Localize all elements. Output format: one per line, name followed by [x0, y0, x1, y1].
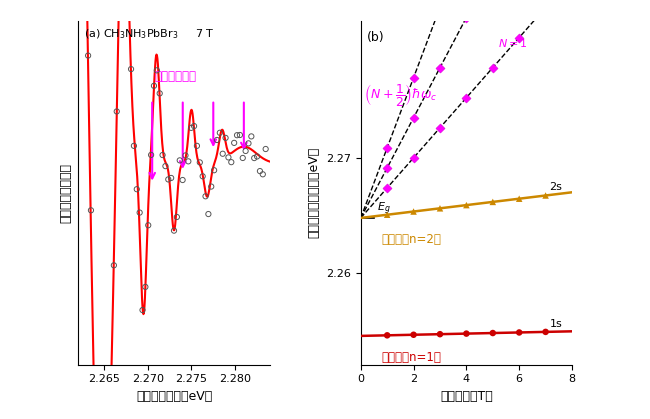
Text: 2s: 2s [549, 181, 562, 191]
Point [229, 140, 239, 146]
Point [218, 150, 228, 157]
Point [88, 379, 99, 385]
Point [109, 262, 119, 269]
Point [232, 132, 242, 139]
Point [183, 158, 194, 165]
Point [83, 52, 94, 59]
Point [235, 132, 245, 138]
Point [192, 142, 202, 149]
Point [135, 209, 145, 216]
Point [157, 152, 168, 158]
Point [146, 152, 156, 158]
Point [382, 145, 393, 151]
Point [462, 330, 472, 337]
Point [257, 171, 268, 178]
Text: ランダウ準位: ランダウ準位 [154, 70, 196, 83]
Text: $E_g$: $E_g$ [376, 201, 390, 217]
Text: (b): (b) [367, 31, 385, 44]
Point [462, 94, 472, 101]
Point [220, 134, 231, 141]
Text: 励起子（n=2）: 励起子（n=2） [382, 233, 442, 246]
Point [252, 153, 262, 160]
Point [540, 328, 551, 335]
X-axis label: 磁數密度（T）: 磁數密度（T） [440, 390, 493, 403]
Point [169, 227, 179, 234]
Point [237, 155, 248, 161]
Point [209, 167, 219, 173]
Point [200, 193, 211, 199]
Point [261, 146, 271, 153]
Point [163, 176, 174, 183]
Point [382, 211, 393, 218]
Point [540, 4, 551, 11]
Point [194, 159, 205, 166]
Point [435, 4, 445, 11]
Point [149, 83, 159, 89]
Point [206, 183, 216, 190]
Text: (a) CH$_3$NH$_3$PbBr$_3$     7 T: (a) CH$_3$NH$_3$PbBr$_3$ 7 T [84, 28, 214, 41]
Point [175, 157, 185, 164]
Point [131, 186, 142, 193]
Point [129, 142, 139, 149]
Point [408, 114, 419, 121]
Point [462, 14, 472, 21]
Point [155, 90, 165, 97]
Point [408, 208, 419, 215]
Y-axis label: 反射率の円偏光度: 反射率の円偏光度 [59, 163, 72, 223]
Point [151, 67, 162, 74]
Point [243, 140, 254, 147]
Point [112, 108, 122, 115]
Point [177, 177, 188, 184]
Point [172, 214, 182, 220]
Text: $\left(N+\dfrac{1}{2}\right)\hbar\omega_c$: $\left(N+\dfrac{1}{2}\right)\hbar\omega_… [364, 83, 437, 109]
Point [240, 147, 251, 154]
Point [137, 307, 148, 313]
Point [488, 64, 498, 71]
X-axis label: 光エネルギー（eV）: 光エネルギー（eV） [136, 390, 212, 403]
Text: $N = 1$: $N = 1$ [498, 37, 528, 49]
Point [462, 202, 472, 209]
Point [212, 137, 222, 143]
Point [226, 159, 237, 166]
Point [189, 123, 200, 129]
Point [514, 34, 525, 41]
Point [435, 205, 445, 212]
Point [198, 173, 208, 180]
Point [408, 74, 419, 81]
Point [382, 184, 393, 191]
Text: 1s: 1s [549, 319, 562, 329]
Point [488, 330, 498, 336]
Point [255, 168, 265, 174]
Point [214, 129, 225, 136]
Point [126, 66, 136, 72]
Point [249, 155, 259, 161]
Point [514, 329, 525, 336]
Point [540, 192, 551, 199]
Point [106, 394, 116, 401]
Point [180, 152, 190, 159]
Point [435, 64, 445, 71]
Point [160, 163, 170, 169]
Point [246, 133, 257, 140]
Point [382, 165, 393, 171]
Point [408, 331, 419, 338]
Point [186, 124, 196, 131]
Point [203, 211, 214, 217]
Point [408, 155, 419, 161]
Point [514, 195, 525, 202]
Point [382, 332, 393, 339]
Point [166, 175, 176, 181]
Point [86, 207, 96, 214]
Point [435, 124, 445, 131]
Point [140, 284, 151, 290]
Point [223, 154, 233, 161]
Point [143, 222, 153, 229]
Y-axis label: ピークエネルギー（eV）: ピークエネルギー（eV） [307, 147, 320, 238]
Point [435, 331, 445, 338]
Point [488, 199, 498, 205]
Text: 励起子（n=1）: 励起子（n=1） [382, 351, 442, 364]
